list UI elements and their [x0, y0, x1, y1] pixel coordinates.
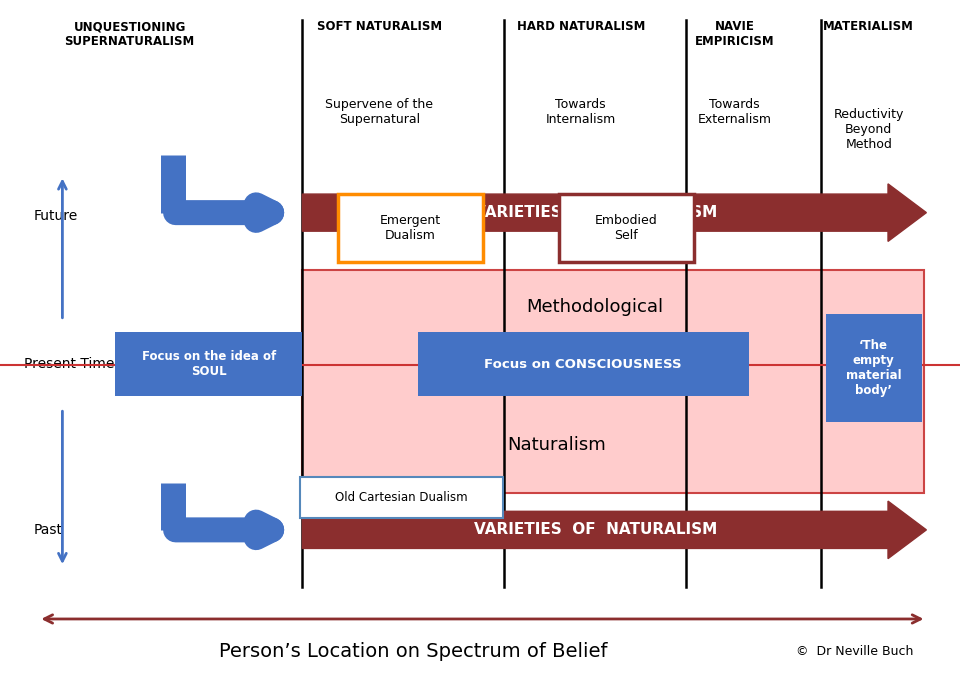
- Text: ©  Dr Neville Buch: © Dr Neville Buch: [796, 645, 913, 658]
- FancyBboxPatch shape: [418, 332, 749, 396]
- Text: Present Time: Present Time: [24, 358, 114, 371]
- FancyBboxPatch shape: [559, 194, 694, 262]
- FancyBboxPatch shape: [338, 194, 483, 262]
- Text: HARD NATURALISM: HARD NATURALISM: [516, 20, 645, 33]
- Text: Naturalism: Naturalism: [508, 437, 606, 454]
- Text: VARIETIES  OF  NATURALISM: VARIETIES OF NATURALISM: [473, 522, 717, 537]
- FancyBboxPatch shape: [115, 332, 302, 396]
- Text: Reductivity
Beyond
Method: Reductivity Beyond Method: [833, 108, 904, 151]
- Text: NAVIE
EMPIRICISM: NAVIE EMPIRICISM: [695, 20, 774, 48]
- FancyArrow shape: [302, 501, 926, 559]
- Text: Towards
Externalism: Towards Externalism: [697, 98, 772, 126]
- FancyBboxPatch shape: [302, 270, 924, 493]
- Text: Supervene of the
Supernatural: Supervene of the Supernatural: [325, 98, 433, 126]
- Text: UNQUESTIONING
SUPERNATURALISM: UNQUESTIONING SUPERNATURALISM: [64, 20, 195, 48]
- Text: Past: Past: [34, 523, 62, 537]
- FancyArrow shape: [302, 184, 926, 242]
- Text: Person’s Location on Spectrum of Belief: Person’s Location on Spectrum of Belief: [219, 642, 607, 661]
- FancyBboxPatch shape: [300, 477, 503, 518]
- Text: Future: Future: [34, 209, 78, 223]
- Text: Methodological: Methodological: [527, 298, 663, 316]
- FancyBboxPatch shape: [826, 314, 922, 422]
- Text: ‘The
empty
material
body’: ‘The empty material body’: [846, 339, 901, 397]
- Text: Embodied
Self: Embodied Self: [595, 214, 658, 242]
- Text: Emergent
Dualism: Emergent Dualism: [380, 214, 441, 242]
- Text: SOFT NATURALISM: SOFT NATURALISM: [317, 20, 442, 33]
- Text: Old Cartesian Dualism: Old Cartesian Dualism: [335, 491, 468, 504]
- Text: Towards
Internalism: Towards Internalism: [545, 98, 616, 126]
- Text: Focus on CONSCIOUSNESS: Focus on CONSCIOUSNESS: [485, 358, 682, 371]
- Text: VARIETIES  OF  NATURALISM: VARIETIES OF NATURALISM: [473, 205, 717, 220]
- Text: Focus on the idea of
SOUL: Focus on the idea of SOUL: [142, 350, 276, 378]
- Text: MATERIALISM: MATERIALISM: [824, 20, 914, 33]
